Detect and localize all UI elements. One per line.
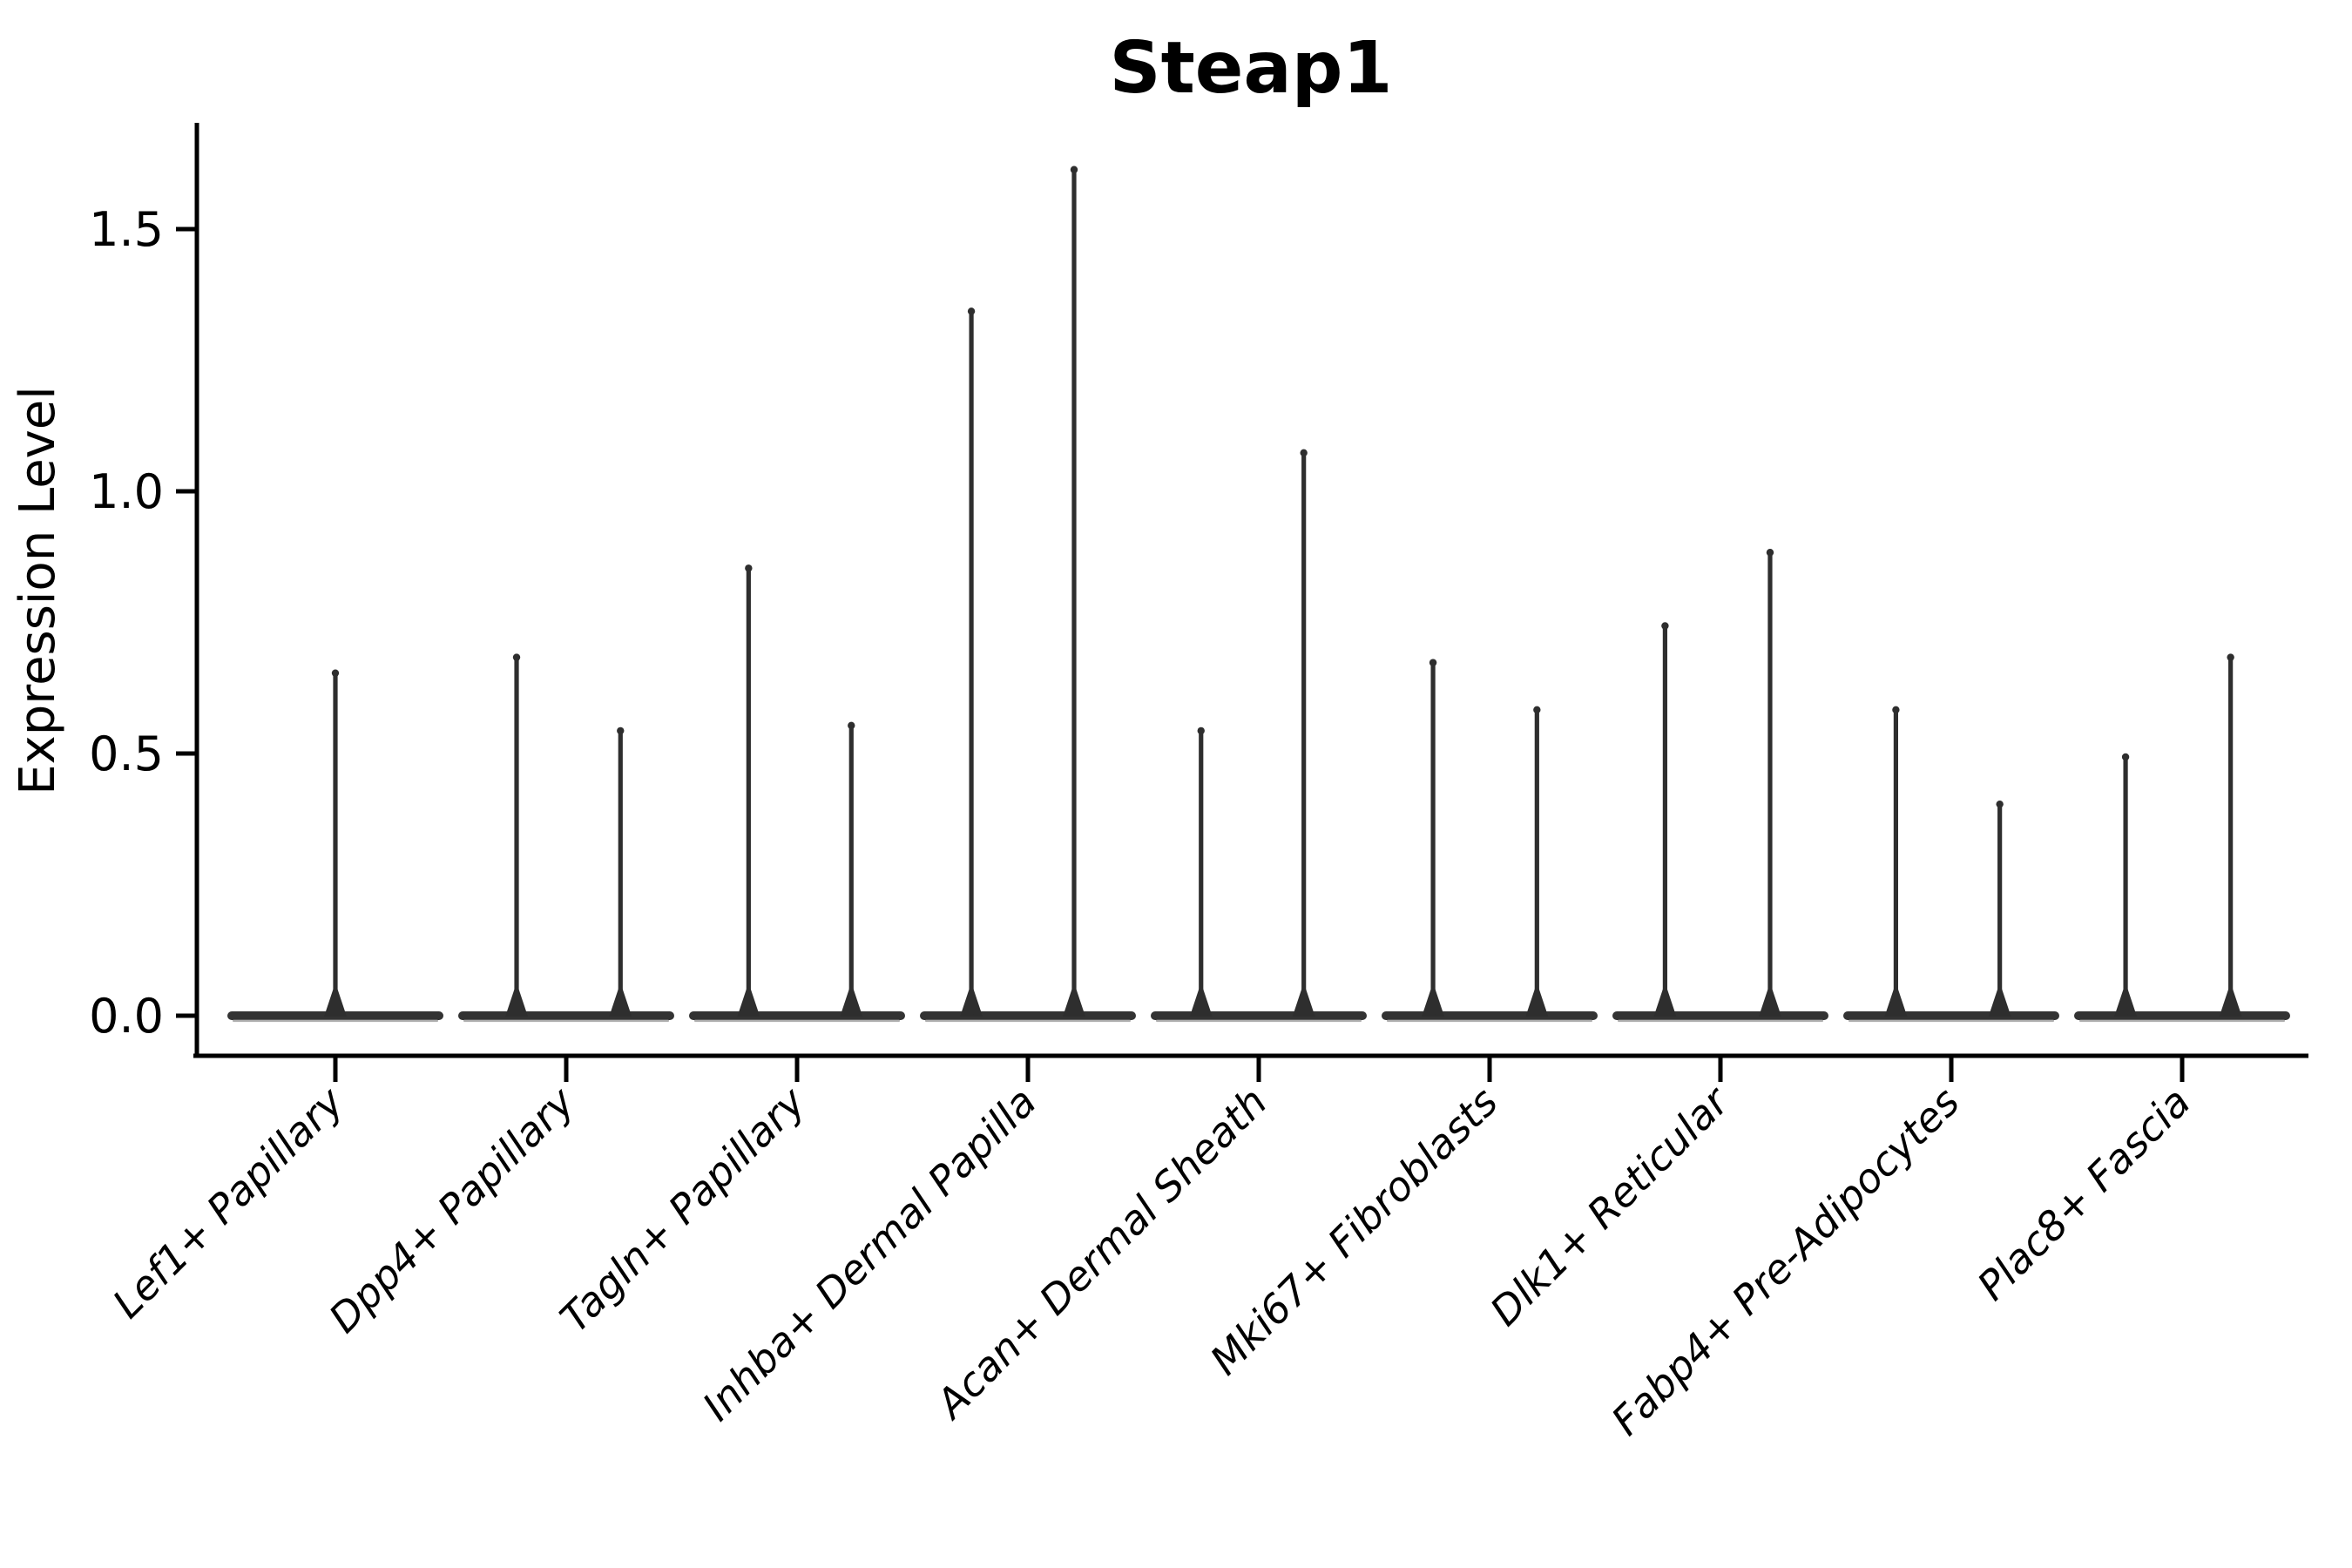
- violin-baseline: [2074, 1011, 2290, 1020]
- x-tick-label: Tagln+ Papillary: [551, 1078, 814, 1342]
- violin-2: [458, 653, 674, 1023]
- violin-spike: [333, 669, 338, 1016]
- violin-spike: [618, 727, 623, 1016]
- violin-spike-cap: [1892, 706, 1900, 714]
- violin-baseline: [458, 1011, 674, 1020]
- violin-spike: [2228, 653, 2234, 1016]
- violin-spike: [1662, 622, 1667, 1016]
- x-tick-label: Lef1+ Papillary: [104, 1078, 353, 1327]
- axes-layer: [193, 123, 2308, 1058]
- violin-spike-cap: [617, 727, 625, 735]
- violin-spike: [514, 653, 519, 1016]
- violin-spike-cap: [1197, 727, 1205, 735]
- violin-1: [227, 669, 443, 1023]
- violin-spike-cap: [512, 653, 521, 661]
- violin-spike: [1767, 549, 1773, 1016]
- violin-spike-cap: [2227, 653, 2234, 661]
- violin-baseline-edge: [1156, 1019, 1362, 1023]
- violin-spike: [848, 721, 854, 1016]
- violin-spike-cap: [331, 669, 340, 677]
- violin-6: [1382, 659, 1598, 1023]
- violin-spike-cap: [1300, 449, 1308, 457]
- violin-spike: [1534, 706, 1539, 1016]
- violin-9: [2074, 653, 2290, 1023]
- violin-spike: [1301, 449, 1307, 1016]
- violin-baseline: [689, 1011, 905, 1020]
- x-tick-label: Dpp4+ Papillary: [320, 1078, 584, 1342]
- violin-5: [1151, 449, 1367, 1023]
- violin-baseline-edge: [925, 1019, 1131, 1023]
- violin-baseline: [920, 1011, 1136, 1020]
- violin-spike: [1199, 727, 1204, 1016]
- y-axis-label: Expression Level: [10, 386, 66, 795]
- violin-spike: [1430, 659, 1436, 1016]
- violin-spike-cap: [1533, 706, 1541, 714]
- violin-baseline: [1151, 1011, 1367, 1020]
- violin-8: [1843, 706, 2059, 1023]
- violin-spike: [969, 308, 974, 1016]
- violin-baseline-edge: [1848, 1019, 2054, 1023]
- violin-spike-cap: [1996, 800, 2004, 808]
- y-tick-label: 1.5: [89, 202, 164, 257]
- violin-spike: [746, 564, 751, 1016]
- violin-baseline: [1382, 1011, 1598, 1020]
- violin-3: [689, 564, 905, 1023]
- violin-baseline-edge: [463, 1019, 669, 1023]
- violin-4: [920, 166, 1136, 1023]
- violin-spike-cap: [745, 564, 753, 572]
- violin-baseline: [1843, 1011, 2059, 1020]
- violin-spike-cap: [1070, 166, 1078, 173]
- x-tick-label: Dlk1+ Reticular: [1481, 1076, 1740, 1335]
- violin-baseline-edge: [2079, 1019, 2285, 1023]
- violin-baseline-edge: [694, 1019, 900, 1023]
- violin-spike-cap: [2121, 753, 2130, 761]
- violin-spike-cap: [1661, 622, 1669, 630]
- violin-spike-cap: [1429, 659, 1437, 666]
- y-tick-label: 0.0: [89, 989, 164, 1044]
- violin-spike-cap: [967, 308, 976, 315]
- violin-spike-cap: [1766, 549, 1774, 557]
- violin-spike: [1893, 706, 1898, 1016]
- violin-spike: [1071, 166, 1077, 1016]
- chart-title: Steap1: [1110, 27, 1393, 110]
- y-tick-label: 0.5: [89, 727, 164, 781]
- violin-baseline-edge: [1387, 1019, 1592, 1023]
- x-tick-label: Plac8+ Fascia: [1968, 1078, 2199, 1309]
- violin-baseline: [1612, 1011, 1828, 1020]
- violin-spike: [2123, 754, 2128, 1016]
- violin-spike-cap: [848, 721, 855, 730]
- violin-7: [1612, 549, 1828, 1023]
- y-ticks-layer: 0.0 0.5 1.0 1.5: [89, 202, 197, 1044]
- violins-layer: [227, 166, 2290, 1023]
- violin-baseline-edge: [233, 1019, 438, 1023]
- y-tick-label: 1.0: [89, 464, 164, 519]
- violin-baseline-edge: [1618, 1019, 1823, 1023]
- violin-spike: [1997, 801, 2003, 1016]
